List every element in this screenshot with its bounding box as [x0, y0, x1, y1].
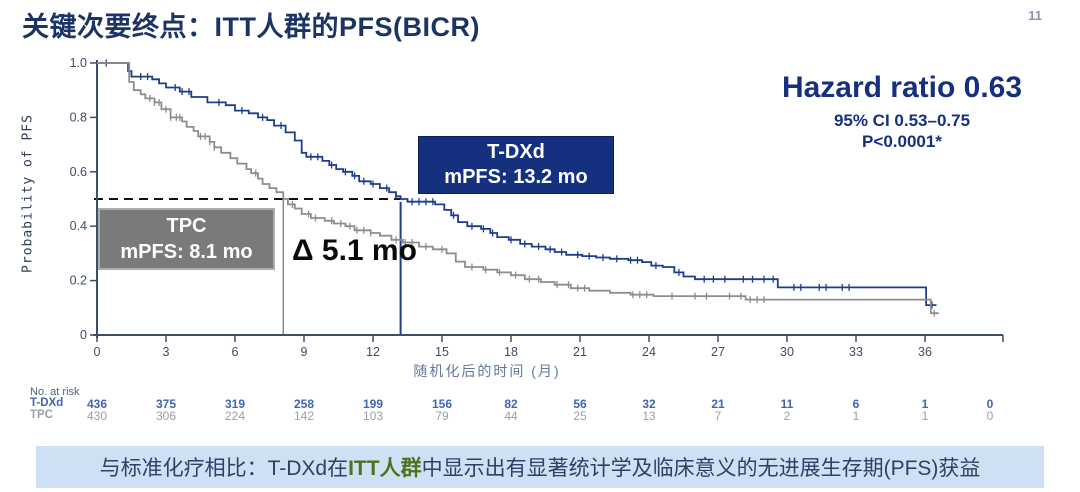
x-tick-label: 36: [918, 345, 932, 359]
risk-value: 0: [986, 397, 994, 411]
risk-value: 56: [573, 397, 587, 411]
risk-value: 6: [852, 397, 860, 411]
risk-value: 2: [783, 409, 791, 423]
delta-label: Δ 5.1 mo: [292, 234, 417, 267]
risk-table-label: No. at risk: [30, 386, 80, 398]
x-tick-label: 21: [573, 345, 587, 359]
x-tick-label: 3: [163, 345, 170, 359]
risk-value: 1: [852, 409, 860, 423]
banner-suffix: 中显示出有显著统计学及临床意义的无进展生存期(PFS)获益: [421, 457, 981, 480]
page-title: 关键次要终点：ITT人群的PFS(BICR): [22, 12, 480, 42]
risk-value: 1: [921, 409, 929, 423]
page-number: 11: [1028, 8, 1042, 23]
risk-value: 224: [224, 409, 246, 423]
confidence-interval-text: 95% CI 0.53–0.75: [833, 111, 971, 130]
x-tick-label: 24: [642, 345, 656, 359]
risk-value: 82: [504, 397, 518, 411]
risk-value: 436: [86, 397, 108, 411]
risk-value: 11: [780, 397, 794, 411]
x-tick-label: 15: [435, 345, 449, 359]
tpc-median-label-box: TPC mPFS: 8.1 mo: [98, 208, 275, 270]
x-tick-label: 9: [301, 345, 308, 359]
tdxd-mpfs-value: mPFS: 13.2 mo: [444, 166, 588, 188]
x-tick-label: 0: [94, 345, 101, 359]
km-chart-svg: 00.20.40.60.81.00 3 6 9 12 15 18 21 24 27 30 33 36: [70, 56, 1004, 359]
x-axis-title: 随机化后的时间 (月): [413, 363, 561, 379]
risk-value: 103: [362, 409, 384, 423]
summary-banner: 与标准化疗相比：T-DXd在 ITT人群 中显示出有显著统计学及临床意义的无进展生存…: [36, 446, 1044, 488]
km-chart: 0 0.2 0.4 0.6 0.8 1.0 0 3 6 9 12 15 18 21 24 27 30 33 36 P…: [21, 56, 1004, 379]
risk-value: 319: [224, 397, 246, 411]
risk-row-label: TPC: [30, 409, 53, 421]
y-tick-label: 0.4: [70, 219, 87, 233]
risk-value: 0: [986, 409, 994, 423]
risk-table: No. at risk T-DXd 436 375 319 258 199 156 82 56 3…: [30, 386, 994, 423]
risk-row-label: T-DXd: [30, 397, 64, 409]
risk-value: 79: [435, 409, 449, 423]
y-tick-label: 0.6: [70, 165, 87, 179]
tdxd-median-label-box: T-DXd mPFS: 13.2 mo: [418, 136, 614, 194]
risk-value: 13: [642, 409, 656, 423]
risk-value: 21: [711, 397, 725, 411]
x-tick-label: 30: [780, 345, 794, 359]
banner-highlight: ITT人群: [348, 457, 422, 480]
risk-value: 25: [573, 409, 587, 423]
risk-value: 156: [431, 397, 453, 411]
tpc-mpfs-value: mPFS: 8.1 mo: [120, 241, 253, 263]
banner-prefix: 与标准化疗相比：T-DXd在: [99, 457, 349, 480]
risk-value: 32: [642, 397, 656, 411]
risk-value: 7: [714, 409, 722, 423]
y-tick-label: 0.8: [70, 110, 87, 124]
risk-value: 44: [504, 409, 518, 423]
y-tick-label: 1.0: [70, 56, 87, 70]
risk-value: 430: [86, 409, 108, 423]
x-tick-label: 18: [504, 345, 518, 359]
tpc-curve: [97, 62, 939, 315]
risk-value: 258: [293, 397, 315, 411]
risk-value: 375: [155, 397, 177, 411]
p-value-text: P<0.0001*: [862, 132, 942, 151]
tdxd-name: T-DXd: [487, 141, 545, 163]
risk-value: 142: [293, 409, 315, 423]
hazard-ratio-text: Hazard ratio 0.63: [781, 71, 1023, 104]
x-tick-label: 6: [232, 345, 239, 359]
y-tick-label: 0: [80, 328, 87, 342]
tpc-name: TPC: [166, 215, 207, 237]
x-tick-label: 27: [711, 345, 725, 359]
risk-value: 306: [155, 409, 177, 423]
y-tick-label: 0.2: [70, 274, 87, 288]
risk-value: 1: [921, 397, 929, 411]
risk-value: 199: [362, 397, 384, 411]
x-tick-label: 12: [366, 345, 380, 359]
statistics-block: Hazard ratio 0.63 95% CI 0.53–0.75 P<0.0…: [728, 70, 1076, 152]
x-tick-label: 33: [849, 345, 863, 359]
tdxd-curve: [97, 62, 937, 306]
